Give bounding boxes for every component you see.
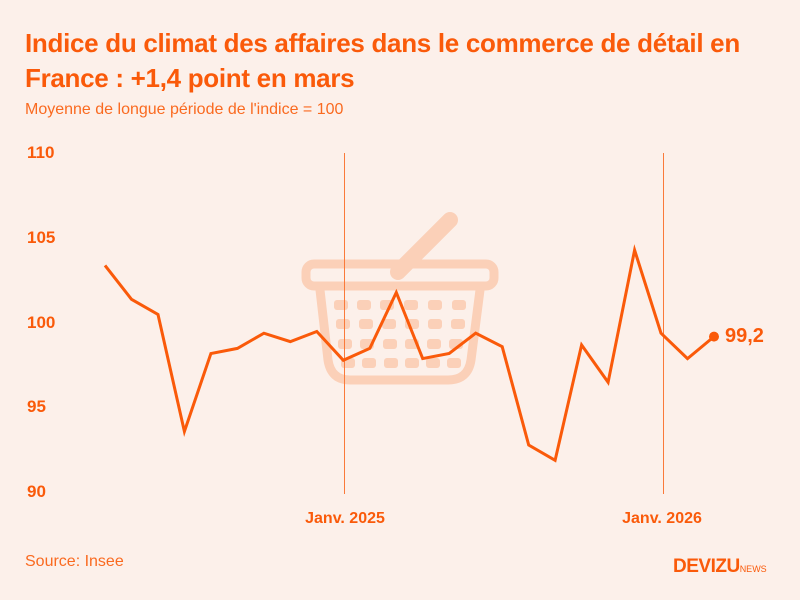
chart-subtitle: Moyenne de longue période de l'indice = … [25, 101, 344, 118]
y-tick-105: 105 [27, 228, 56, 247]
series-line [103, 244, 715, 463]
basket-icon [301, 212, 499, 385]
y-tick-100: 100 [27, 313, 56, 332]
y-tick-110: 110 [27, 143, 55, 162]
logo-sub: NEWS [739, 564, 767, 574]
y-tick-90: 90 [27, 482, 46, 501]
y-tick-95: 95 [27, 397, 46, 416]
x-tick-janv-2026: Janv. 2026 [622, 510, 702, 527]
chart-title: Indice du climat des affaires dans le co… [25, 28, 740, 93]
logo-main: DEVIZU [673, 556, 740, 577]
source-note: Source: Insee [25, 553, 124, 570]
x-tick-janv-2025: Janv. 2025 [305, 510, 385, 527]
last-value-label: 99,2 [725, 325, 764, 347]
last-point-marker [709, 331, 719, 342]
brand-logo: DEVIZUNEWS [673, 556, 767, 578]
